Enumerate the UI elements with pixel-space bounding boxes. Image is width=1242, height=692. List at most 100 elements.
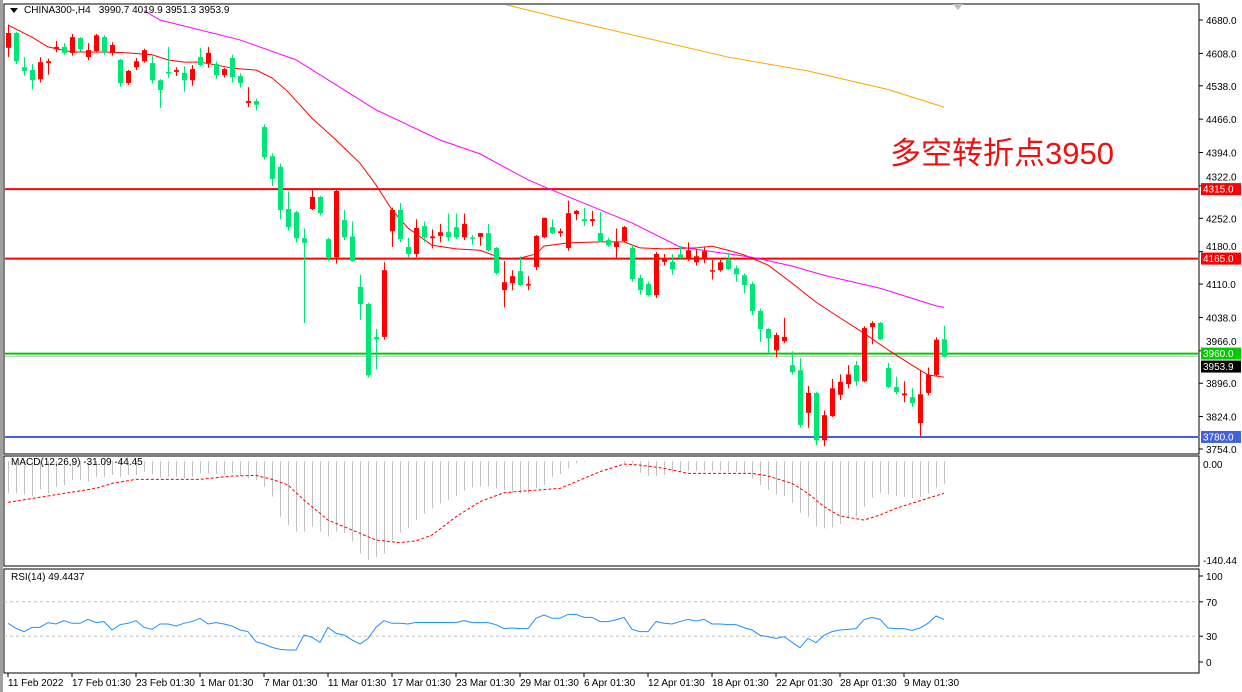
time-tick-label: 22 Apr 01:30 <box>776 678 833 689</box>
candle-body <box>766 329 771 339</box>
rsi-label: RSI(14) 49.4437 <box>11 572 85 583</box>
candle-body <box>78 38 83 50</box>
candle-body <box>638 278 643 291</box>
candle-body <box>110 45 115 53</box>
macd-tick-label: -140.44 <box>1203 556 1237 567</box>
candle-body <box>230 57 235 77</box>
price-tick-label: 4252.0 <box>1206 214 1237 225</box>
candle-body <box>462 223 467 238</box>
candle-body <box>726 259 731 270</box>
rsi-tick-label: 100 <box>1206 572 1223 583</box>
candle-body <box>718 262 723 271</box>
macd-tick-label: 0.00 <box>1203 460 1223 471</box>
level-price-tag <box>1201 183 1241 196</box>
level-price-label: 4315.0 <box>1203 185 1234 196</box>
candle-body <box>142 50 147 62</box>
price-tick-label: 4538.0 <box>1206 82 1237 93</box>
price-tick-label: 4180.0 <box>1206 242 1237 253</box>
candle-body <box>710 270 715 272</box>
candle-body <box>382 270 387 337</box>
candle-body <box>886 367 891 387</box>
candle-body <box>526 284 531 286</box>
candle-body <box>838 381 843 395</box>
candle-body <box>662 259 667 262</box>
time-tick-label: 1 Mar 01:30 <box>200 678 254 689</box>
time-tick-label: 18 Apr 01:30 <box>712 678 769 689</box>
candle-body <box>854 365 859 382</box>
candle-body <box>238 76 243 84</box>
candle-body <box>742 275 747 285</box>
candle-body <box>118 59 123 84</box>
candle-body <box>22 67 27 71</box>
level-price-label: 4165.0 <box>1203 254 1234 265</box>
candle-body <box>806 392 811 413</box>
candle-body <box>878 322 883 340</box>
candle-body <box>222 69 227 76</box>
candle-body <box>782 336 787 342</box>
candle-body <box>670 261 675 270</box>
candle-body <box>862 328 867 382</box>
triangle-down-icon[interactable] <box>10 8 18 13</box>
candle-body <box>798 370 803 425</box>
candle-body <box>566 213 571 248</box>
ohlc-readout: 3990.7 4019.9 3951.3 3953.9 <box>98 5 230 16</box>
candle-body <box>454 227 459 238</box>
candle-body <box>614 242 619 248</box>
candle-body <box>38 62 43 80</box>
price-tick-label: 4394.0 <box>1206 148 1237 159</box>
time-tick-label: 7 Mar 01:30 <box>264 678 318 689</box>
candle-body <box>598 233 603 241</box>
moving-average-line <box>7 24 945 378</box>
candle-body <box>406 247 411 254</box>
time-tick-label: 11 Mar 01:30 <box>328 678 387 689</box>
candle-body <box>374 336 379 340</box>
price-tick-label: 4110.0 <box>1206 280 1236 291</box>
candle-body <box>150 63 155 81</box>
candle-body <box>430 236 435 239</box>
candle-body <box>270 156 275 179</box>
moving-average-line <box>143 10 945 308</box>
candle-body <box>254 101 259 105</box>
candle-body <box>438 232 443 236</box>
candle-body <box>62 46 67 53</box>
price-tick-label: 3824.0 <box>1206 413 1237 424</box>
candle-body <box>470 237 475 239</box>
candle-body <box>654 253 659 296</box>
rsi-tick-label: 70 <box>1206 598 1218 609</box>
candle-body <box>542 217 547 238</box>
candle-body <box>518 271 523 285</box>
time-tick-label: 12 Apr 01:30 <box>648 678 705 689</box>
candle-body <box>30 70 35 81</box>
candle-body <box>606 240 611 246</box>
candle-body <box>774 335 779 351</box>
candle-body <box>630 247 635 279</box>
candle-body <box>70 37 75 53</box>
candle-body <box>902 393 907 396</box>
price-tick-label: 3966.0 <box>1206 337 1237 348</box>
candle-body <box>550 227 555 234</box>
rsi-pane <box>3 568 1200 674</box>
candle-body <box>822 415 827 441</box>
candle-body <box>502 282 507 291</box>
candle-body <box>934 339 939 375</box>
candle-body <box>326 239 331 258</box>
candle-body <box>694 256 699 263</box>
candle-body <box>302 238 307 243</box>
candle-body <box>246 101 251 103</box>
candle-body <box>318 196 323 214</box>
level-price-label: 3960.0 <box>1203 349 1234 360</box>
candle-body <box>198 57 203 65</box>
candle-body <box>918 394 923 424</box>
time-tick-label: 17 Mar 01:30 <box>392 678 451 689</box>
candle-body <box>278 166 283 210</box>
rsi-tick-label: 30 <box>1206 632 1218 643</box>
candle-body <box>206 52 211 64</box>
candle-body <box>486 233 491 251</box>
candle-body <box>534 235 539 267</box>
candle-body <box>158 80 163 90</box>
moving-average-line <box>504 5 945 108</box>
chart-header: CHINA300-,H4 3990.7 4019.9 3951.3 3953.9 <box>10 5 229 16</box>
time-tick-label: 23 Mar 01:30 <box>456 678 515 689</box>
candle-body <box>94 35 99 52</box>
